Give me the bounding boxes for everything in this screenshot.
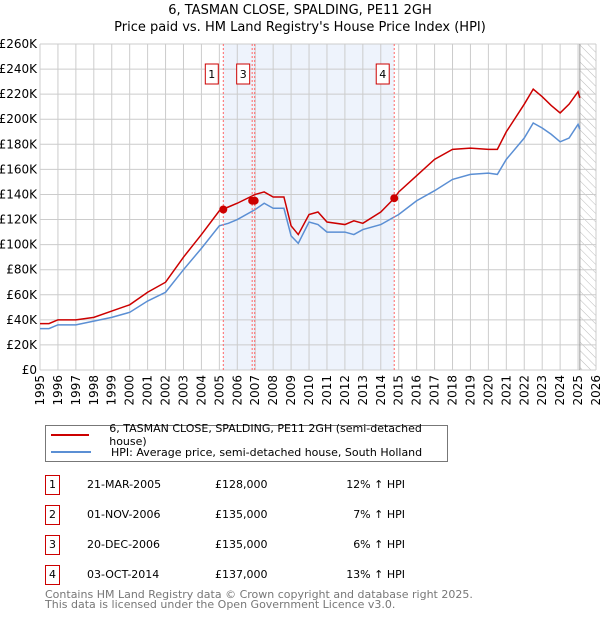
x-tick-label: 2014 xyxy=(374,375,388,406)
sale-hpi-delta: 12% ↑ HPI xyxy=(346,478,405,491)
x-tick-label: 2006 xyxy=(230,375,244,406)
property-price-line xyxy=(40,87,581,325)
x-tick-label: 2005 xyxy=(212,375,226,406)
sale-price: £135,000 xyxy=(215,508,268,521)
hpi-line xyxy=(40,121,581,330)
legend-label-hpi: HPI: Average price, semi-detached house,… xyxy=(111,445,423,459)
sale-number-badge: 3 xyxy=(45,535,60,555)
sale-hpi-delta: 6% ↑ HPI xyxy=(353,538,405,551)
x-tick-label: 1995 xyxy=(33,375,47,406)
sale-date: 20-DEC-2006 xyxy=(87,538,161,551)
x-tick-label: 2021 xyxy=(499,375,513,406)
y-tick-label: £80K xyxy=(6,263,38,277)
x-tick-label: 2001 xyxy=(141,375,155,406)
sale-date: 01-NOV-2006 xyxy=(87,508,161,521)
x-tick-label: 2019 xyxy=(463,375,477,406)
x-tick-label: 2008 xyxy=(266,375,280,406)
sale-price: £135,000 xyxy=(215,538,268,551)
x-tick-label: 2024 xyxy=(553,375,567,406)
y-tick-label: £160K xyxy=(0,162,38,176)
x-tick-label: 2016 xyxy=(410,375,424,406)
sale-price: £137,000 xyxy=(215,568,268,581)
x-tick-label: 2023 xyxy=(535,375,549,406)
sale-label: 3 xyxy=(240,68,247,81)
y-tick-label: £60K xyxy=(6,288,38,302)
footer: Contains HM Land Registry data © Crown c… xyxy=(45,588,473,611)
x-tick-label: 2007 xyxy=(248,375,262,406)
x-tick-label: 2004 xyxy=(194,375,208,406)
legend: 6, TASMAN CLOSE, SPALDING, PE11 2GH (sem… xyxy=(45,422,448,462)
sale-number-badge: 1 xyxy=(45,475,60,495)
x-tick-label: 2015 xyxy=(392,375,406,406)
y-tick-label: £180K xyxy=(0,137,38,151)
sale-number-badge: 2 xyxy=(45,505,60,525)
chart-subtitle: Price paid vs. HM Land Registry's House … xyxy=(114,20,486,35)
sale-date: 21-MAR-2005 xyxy=(87,478,162,491)
sale-label-box xyxy=(375,63,390,85)
x-tick-label: 2010 xyxy=(302,375,316,406)
x-tick-label: 2013 xyxy=(356,375,370,406)
sale-label-box xyxy=(236,63,251,85)
x-tick-label: 2011 xyxy=(320,375,334,406)
sale-hpi-delta: 13% ↑ HPI xyxy=(346,568,405,581)
sale-hpi-delta: 7% ↑ HPI xyxy=(353,508,405,521)
footer-line-1: Contains HM Land Registry data © Crown c… xyxy=(45,588,473,601)
footer-line-2: This data is licensed under the Open Gov… xyxy=(45,598,396,611)
x-tick-label: 2020 xyxy=(481,375,495,406)
y-tick-label: £100K xyxy=(0,238,38,252)
sale-price: £128,000 xyxy=(215,478,268,491)
legend-item-hpi: HPI: Average price, semi-detached house,… xyxy=(46,444,422,460)
x-tick-label: 2017 xyxy=(428,375,442,406)
x-tick-label: 2018 xyxy=(446,375,460,406)
y-tick-label: £40K xyxy=(6,313,38,327)
sale-label-box xyxy=(204,63,219,85)
x-tick-label: 1996 xyxy=(51,375,65,406)
sale-point xyxy=(390,194,399,203)
sale-number-badge: 4 xyxy=(45,565,60,585)
x-tick-label: 1997 xyxy=(69,375,83,406)
y-tick-label: £200K xyxy=(0,112,38,126)
legend-swatch-hpi xyxy=(51,451,91,453)
legend-item-property: 6, TASMAN CLOSE, SPALDING, PE11 2GH (sem… xyxy=(46,422,447,448)
x-tick-label: 2009 xyxy=(284,375,298,406)
forecast-hatch xyxy=(579,44,596,370)
x-tick-label: 2025 xyxy=(571,375,585,406)
x-tick-label: 2022 xyxy=(517,375,531,406)
x-tick-label: 2026 xyxy=(589,375,600,406)
x-tick-label: 2003 xyxy=(176,375,190,406)
x-tick-label: 2012 xyxy=(338,375,352,406)
table-row: 2 01-NOV-2006 £135,000 7% ↑ HPI xyxy=(45,505,445,525)
y-tick-label: £220K xyxy=(0,87,38,101)
table-row: 3 20-DEC-2006 £135,000 6% ↑ HPI xyxy=(45,535,445,555)
y-tick-label: £20K xyxy=(6,338,38,352)
price-chart: £0 £20K £40K £60K £80K £100K £120K £140K £160K £1… xyxy=(0,37,600,406)
x-tick-label: 2002 xyxy=(159,375,173,406)
sale-point xyxy=(250,196,259,205)
legend-swatch-property xyxy=(51,434,90,436)
legend-label-property: 6, TASMAN CLOSE, SPALDING, PE11 2GH (sem… xyxy=(109,422,422,448)
x-tick-label: 1999 xyxy=(105,375,119,406)
sale-date: 03-OCT-2014 xyxy=(87,568,160,581)
y-tick-label: £140K xyxy=(0,187,38,201)
x-tick-label: 1998 xyxy=(87,375,101,406)
chart-title: 6, TASMAN CLOSE, SPALDING, PE11 2GH xyxy=(168,3,432,18)
sale-label: 1 xyxy=(208,68,215,81)
y-tick-label: £260K xyxy=(0,37,38,51)
x-tick-label: 2000 xyxy=(123,375,137,406)
table-row: 4 03-OCT-2014 £137,000 13% ↑ HPI xyxy=(45,565,445,585)
y-tick-label: £120K xyxy=(0,213,38,227)
sale-point xyxy=(219,205,228,214)
y-tick-label: £240K xyxy=(0,62,38,76)
y-tick-label: £0 xyxy=(22,363,37,377)
table-row: 1 21-MAR-2005 £128,000 12% ↑ HPI xyxy=(45,475,445,495)
sale-label: 4 xyxy=(379,68,386,81)
